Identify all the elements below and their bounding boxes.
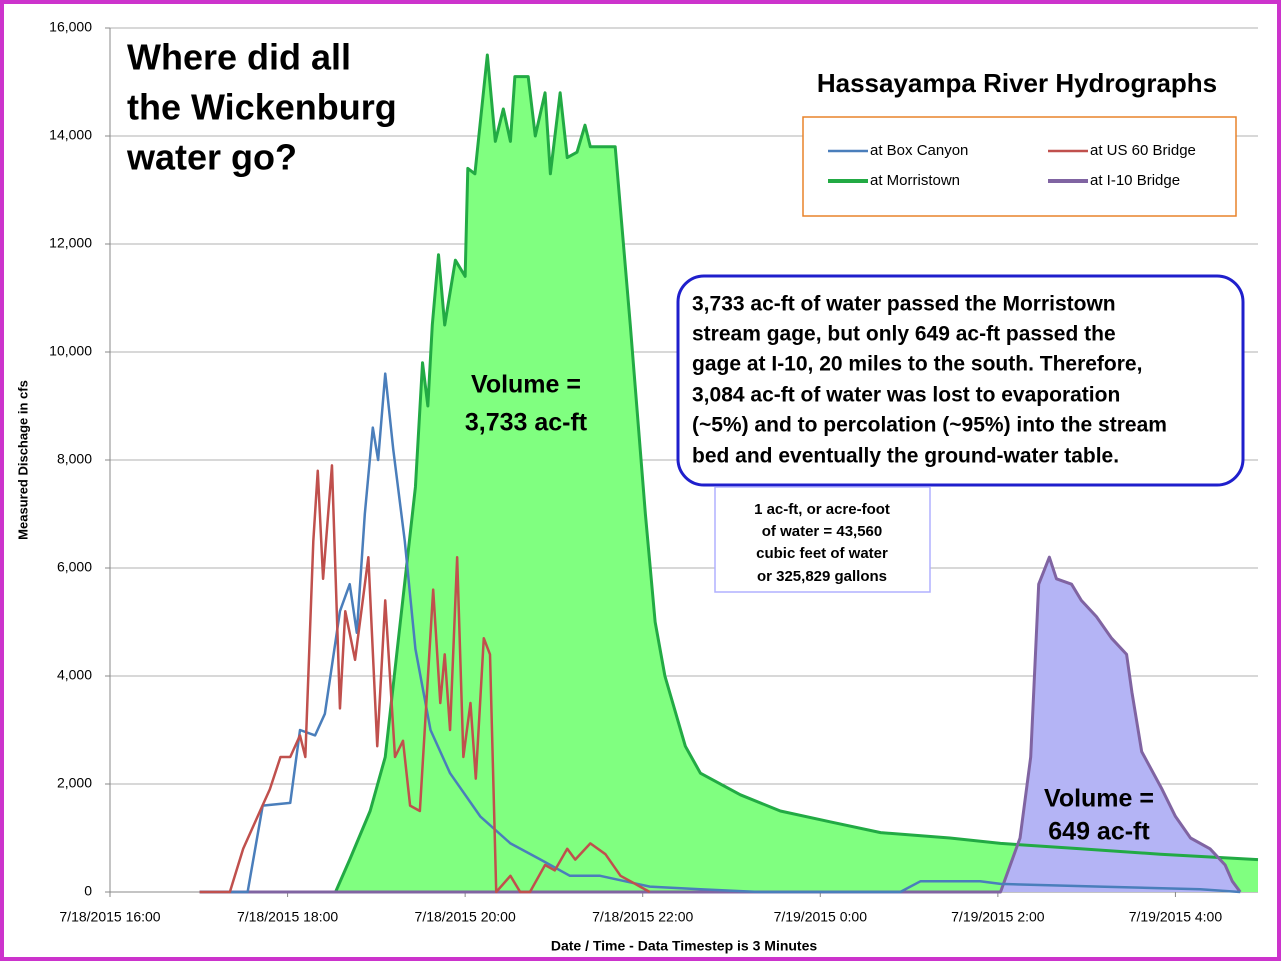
legend-label: at Box Canyon	[870, 142, 968, 159]
y-axis-label: Measured Dischage in cfs	[15, 380, 30, 540]
callout-text: 3,084 ac-ft of water was lost to evapora…	[692, 384, 1120, 407]
volume-label: Volume =	[471, 371, 581, 399]
y-tick-label: 4,000	[57, 667, 92, 683]
series-line	[199, 372, 1241, 894]
legend-label: at Morristown	[870, 172, 960, 189]
note-text: 1 ac-ft, or acre-foot	[754, 501, 890, 518]
callout-box	[676, 274, 1245, 487]
area-fill	[199, 55, 1259, 892]
callout-text: gage at I-10, 20 miles to the south. The…	[692, 353, 1142, 376]
x-tick-label: 7/19/2015 2:00	[951, 909, 1045, 925]
x-axis-label: Date / Time - Data Timestep is 3 Minutes	[551, 938, 818, 954]
y-tick-label: 14,000	[49, 127, 92, 143]
series-line	[199, 53, 1259, 894]
legend-label: at US 60 Bridge	[1090, 142, 1196, 159]
series-line	[199, 555, 1242, 894]
volume-label: Volume =	[1044, 785, 1154, 813]
y-tick-label: 16,000	[49, 19, 92, 35]
legend: at Box Canyon at US 60 Bridge at Morristow…	[828, 142, 1196, 189]
x-tick-label: 7/18/2015 16:00	[59, 909, 160, 925]
annotation: the Wickenburg	[127, 87, 397, 128]
volume-label: 649 ac-ft	[1048, 818, 1150, 846]
note-text: cubic feet of water	[756, 545, 888, 562]
note-text: of water = 43,560	[762, 523, 882, 540]
annotation: water go?	[126, 137, 297, 178]
x-tick-label: 7/19/2015 4:00	[1129, 909, 1223, 925]
y-tick-label: 10,000	[49, 343, 92, 359]
chart-title: Hassayampa River Hydrographs	[817, 68, 1217, 98]
y-tick-label: 0	[84, 883, 92, 899]
x-tick-label: 7/18/2015 18:00	[237, 909, 338, 925]
callout-text: stream gage, but only 649 ac-ft passed t…	[692, 323, 1116, 346]
series-line	[199, 464, 651, 894]
area-fill	[199, 557, 1241, 892]
legend-label: at I-10 Bridge	[1090, 172, 1180, 189]
x-tick-label: 7/18/2015 20:00	[415, 909, 516, 925]
legend-box	[802, 116, 1237, 217]
note-text: or 325,829 gallons	[757, 568, 887, 585]
callout-text: 3,733 ac-ft of water passed the Morristo…	[692, 293, 1116, 316]
x-tick-label: 7/19/2015 0:00	[774, 909, 868, 925]
y-tick-label: 12,000	[49, 235, 92, 251]
y-tick-label: 2,000	[57, 775, 92, 791]
y-tick-label: 8,000	[57, 451, 92, 467]
callout-text: (~5%) and to percolation (~95%) into the…	[692, 414, 1167, 437]
volume-label: 3,733 ac-ft	[465, 409, 588, 437]
x-tick-label: 7/18/2015 22:00	[592, 909, 693, 925]
y-tick-label: 6,000	[57, 559, 92, 575]
callout-text: bed and eventually the ground-water tabl…	[692, 445, 1119, 468]
annotation: Where did all	[127, 37, 351, 78]
note-box	[714, 486, 931, 593]
